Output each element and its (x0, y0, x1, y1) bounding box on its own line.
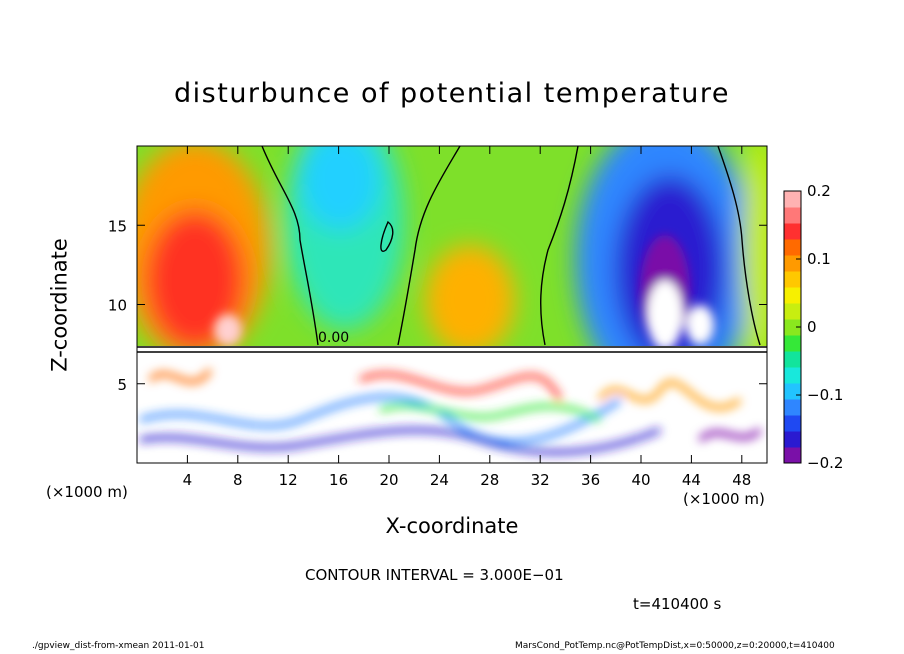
colorbar-swatch (784, 271, 801, 288)
cool-core-center (300, 146, 380, 230)
time-label: t=410400 s (633, 595, 722, 613)
x-axis-ticks: 4 8 12 16 20 24 28 32 36 40 44 48 (183, 146, 751, 489)
x-tick-label: 20 (379, 471, 398, 489)
warm-core-left (145, 210, 245, 350)
colorbar-swatch (784, 335, 801, 352)
colorbar-swatch (784, 367, 801, 384)
colorbar-tick-label: 0.2 (807, 182, 831, 200)
colorbar-swatch (784, 415, 801, 432)
contour-interval-label: CONTOUR INTERVAL = 3.000E−01 (305, 566, 564, 584)
warm-anomaly-center (425, 245, 515, 355)
colorbar: 0.2 0.1 0 −0.1 −0.2 (783, 182, 843, 472)
colorbar-swatch (784, 383, 801, 400)
colorbar-swatch (784, 303, 801, 320)
x-tick-label: 32 (531, 471, 550, 489)
y-tick-label: 15 (108, 217, 127, 235)
colorbar-swatch (784, 287, 801, 304)
x-tick-label: 36 (581, 471, 600, 489)
x-tick-label: 40 (631, 471, 650, 489)
y-axis-ticks: 5 10 15 (108, 217, 767, 394)
cold-saturated-patch (647, 280, 683, 350)
x-tick-label: 8 (233, 471, 243, 489)
colorbar-swatch (784, 399, 801, 416)
warm-band-far-right (742, 146, 767, 370)
y-tick-label: 10 (108, 297, 127, 315)
footer-right: MarsCond_PotTemp.nc@PotTempDist,x=0:5000… (515, 641, 835, 651)
x-tick-label: 24 (430, 471, 449, 489)
colorbar-swatch (784, 191, 801, 208)
x-tick-label: 16 (329, 471, 348, 489)
x-tick-label: 4 (183, 471, 193, 489)
x-tick-label: 12 (279, 471, 298, 489)
lower-layer-bands (139, 368, 762, 455)
contour-lines (137, 146, 767, 353)
contour-label: 0.00 (318, 330, 349, 346)
x-tick-label: 28 (480, 471, 499, 489)
cold-saturated-patch-2 (686, 305, 714, 345)
colorbar-swatch (784, 431, 801, 448)
chart-title: disturbunce of potential temperature (174, 78, 730, 109)
warm-saturated-patch (214, 314, 242, 346)
y-axis-unit: (×1000 m) (46, 483, 128, 501)
colorbar-tick-label: −0.2 (807, 454, 843, 472)
colorbar-tick-label: −0.1 (807, 386, 843, 404)
colorbar-swatch (784, 207, 801, 224)
colorbar-swatch (784, 255, 801, 272)
colorbar-swatch (784, 319, 801, 336)
x-tick-label: 44 (682, 471, 701, 489)
colorbar-tick-label: 0.1 (807, 250, 831, 268)
colorbar-tick-label: 0 (807, 318, 817, 336)
colorbar-swatch (784, 239, 801, 256)
y-tick-label: 5 (117, 376, 127, 394)
x-tick-label: 48 (732, 471, 751, 489)
footer-left: ./gpview_dist-from-xmean 2011-01-01 (32, 641, 205, 651)
x-axis-label: X-coordinate (385, 514, 519, 538)
colorbar-swatch (784, 351, 801, 368)
colorbar-swatch (784, 223, 801, 240)
colorbar-swatch (784, 447, 801, 464)
x-axis-unit: (×1000 m) (683, 490, 765, 508)
